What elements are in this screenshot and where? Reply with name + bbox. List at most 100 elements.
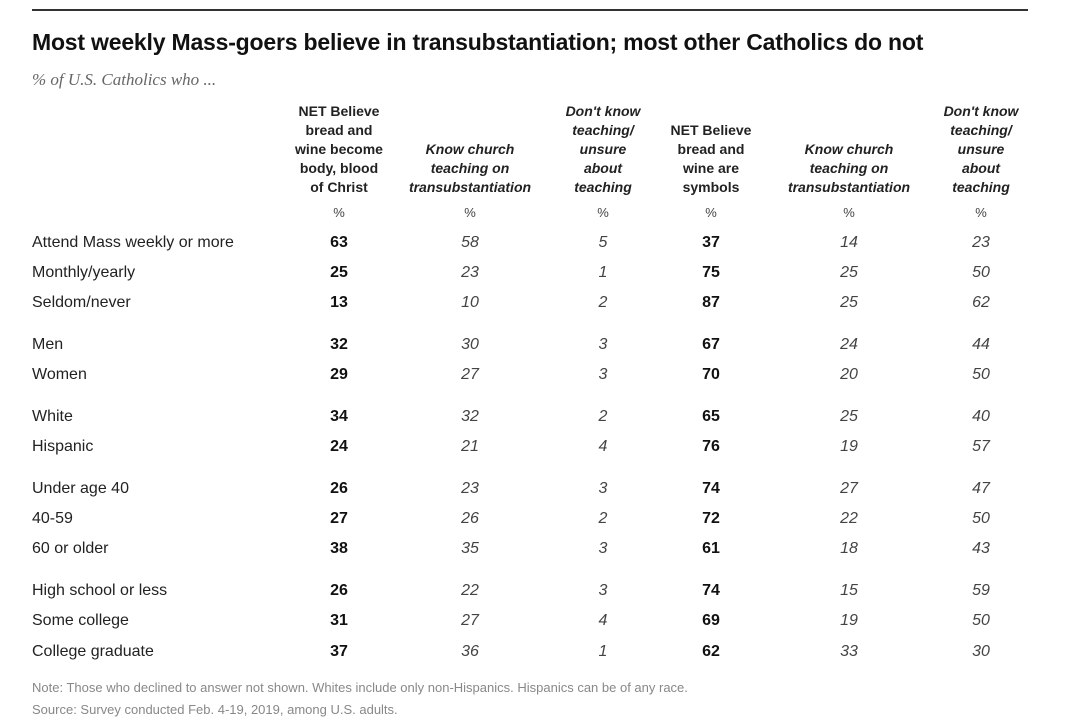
row-label: College graduate [32, 643, 154, 660]
table-cell: 3 [598, 480, 608, 497]
column-header-line: Know church [804, 141, 894, 157]
table-cell: 23 [461, 480, 479, 497]
table-cell: 27 [461, 612, 479, 629]
table-cell: 62 [702, 643, 720, 660]
top-rule [32, 9, 1028, 11]
table-cell: 58 [461, 234, 479, 251]
table-cell: 61 [702, 540, 720, 557]
footnote: Note: Those who declined to answer not s… [32, 680, 688, 695]
table-cell: 44 [972, 336, 990, 353]
unit-label: % [597, 205, 609, 220]
column-header-line: NET Believe [670, 122, 752, 138]
row-label: Monthly/yearly [32, 264, 136, 281]
table-cell: 2 [598, 510, 608, 527]
column-header-5: Know church teaching on transubstantiation [788, 140, 910, 197]
table-cell: 30 [972, 643, 990, 660]
column-header-line: teaching on [809, 160, 889, 176]
row-label: Seldom/never [32, 294, 131, 311]
column-header-line: wine become [295, 141, 383, 157]
row-label: High school or less [32, 582, 168, 599]
table-cell: 63 [330, 234, 348, 251]
table-cell: 33 [840, 643, 858, 660]
row-label: Attend Mass weekly or more [32, 234, 234, 251]
unit-label: % [705, 205, 717, 220]
column-header-line: teaching [574, 179, 632, 195]
table-cell: 3 [598, 582, 608, 599]
table-cell: 65 [702, 408, 720, 425]
row-label: Hispanic [32, 438, 94, 455]
table-cell: 21 [461, 438, 479, 455]
column-header-2: Know church teaching on transubstantiation [409, 140, 531, 197]
column-header-6: Don't know teaching/unsure about teaching [944, 102, 1019, 197]
table-cell: 22 [461, 582, 479, 599]
row-label: 40-59 [32, 510, 73, 527]
table-cell: 20 [840, 366, 858, 383]
table-cell: 24 [840, 336, 858, 353]
column-header-line: transubstantiation [787, 179, 911, 195]
table-cell: 50 [972, 510, 990, 527]
table-cell: 32 [461, 408, 479, 425]
table-cell: 24 [330, 438, 348, 455]
table-cell: 40 [972, 408, 990, 425]
column-header-line: Know church [425, 141, 515, 157]
column-header-line: teaching/ [950, 122, 1012, 138]
chart-title: Most weekly Mass-goers believe in transu… [32, 29, 924, 55]
table-cell: 25 [840, 294, 858, 311]
table-cell: 18 [840, 540, 858, 557]
table-cell: 37 [330, 643, 348, 660]
table-cell: 47 [972, 480, 990, 497]
row-label: 60 or older [32, 540, 109, 557]
unit-label: % [843, 205, 855, 220]
column-header-line: bread and [305, 122, 373, 138]
column-header-line: wine are [682, 160, 740, 176]
table-cell: 25 [330, 264, 348, 281]
table-cell: 22 [840, 510, 858, 527]
table-cell: 23 [972, 234, 990, 251]
table-cell: 74 [702, 582, 720, 599]
column-header-line: bread and [677, 141, 745, 157]
column-header-line: Don't know [565, 103, 641, 119]
table-cell: 23 [461, 264, 479, 281]
table-cell: 1 [598, 643, 608, 660]
table-cell: 27 [461, 366, 479, 383]
table-cell: 87 [702, 294, 720, 311]
column-header-line: transubstantiation [408, 179, 532, 195]
table-cell: 3 [598, 366, 608, 383]
table-cell: 43 [972, 540, 990, 557]
table-cell: 72 [702, 510, 720, 527]
table-cell: 25 [840, 264, 858, 281]
table-cell: 76 [702, 438, 720, 455]
table-cell: 50 [972, 612, 990, 629]
table-cell: 67 [702, 336, 720, 353]
table-cell: 59 [972, 582, 990, 599]
column-header-line: teaching on [430, 160, 510, 176]
row-label: Under age 40 [32, 480, 129, 497]
column-header-line: teaching [952, 179, 1010, 195]
table-cell: 30 [461, 336, 479, 353]
table-cell: 10 [461, 294, 479, 311]
column-header-line: of Christ [310, 179, 368, 195]
table-cell: 26 [330, 480, 348, 497]
table-cell: 36 [461, 643, 479, 660]
table-cell: 3 [598, 540, 608, 557]
column-header-line: unsure [957, 141, 1005, 157]
column-header-line: teaching/ [572, 122, 634, 138]
column-header-line: symbols [682, 179, 740, 195]
table-cell: 15 [840, 582, 858, 599]
table-cell: 50 [972, 264, 990, 281]
table-cell: 25 [840, 408, 858, 425]
table-cell: 3 [598, 336, 608, 353]
unit-label: % [975, 205, 987, 220]
table-cell: 4 [598, 612, 608, 629]
table-cell: 74 [702, 480, 720, 497]
table-cell: 69 [702, 612, 720, 629]
table-cell: 19 [840, 438, 858, 455]
column-header-line: unsure [579, 141, 627, 157]
table-cell: 37 [702, 234, 720, 251]
table-cell: 27 [330, 510, 348, 527]
unit-label: % [333, 205, 345, 220]
table-cell: 62 [972, 294, 990, 311]
row-label: Women [32, 366, 87, 383]
column-header-3: Don't know teaching/unsure about teaching [566, 102, 641, 197]
table-cell: 57 [972, 438, 990, 455]
